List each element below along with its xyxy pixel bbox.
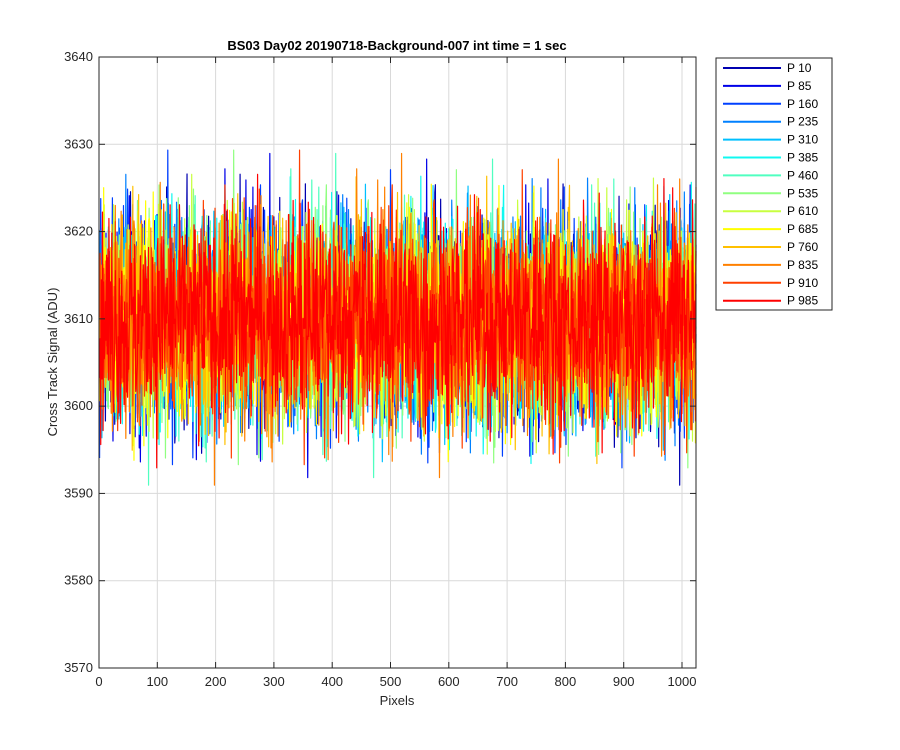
x-tick-label: 0 [95,674,102,689]
series-line [98,173,697,469]
legend-label: P 235 [787,115,818,129]
legend: P 10 P 85 P 160 P 235 P 310 P 385 P 460 P 535 P … [715,57,833,311]
axes-box [98,56,697,669]
x-axis-label: Pixels [380,693,415,708]
legend-label: P 160 [787,97,818,111]
legend-label: P 760 [787,240,818,254]
y-tick-label: 3600 [64,398,93,413]
y-tick-label: 3630 [64,136,93,151]
legend-label: P 535 [787,186,818,200]
x-tick-label: 800 [555,674,577,689]
x-tick-label: 900 [613,674,635,689]
legend-label: P 85 [787,79,812,93]
legend-label: P 685 [787,222,818,236]
y-tick-label: 3580 [64,573,93,588]
x-tick-label: 100 [146,674,168,689]
y-tick-label: 3590 [64,485,93,500]
x-tick-label: 700 [496,674,518,689]
x-tick-label: 600 [438,674,460,689]
x-tick-label: 400 [321,674,343,689]
x-tick-label: 1000 [668,674,697,689]
legend-label: P 985 [787,294,818,308]
legend-label: P 610 [787,204,818,218]
x-tick-label: 500 [380,674,402,689]
chart-title: BS03 Day02 20190718-Background-007 int t… [227,38,566,53]
legend-box [715,57,833,311]
y-tick-label: 3570 [64,660,93,675]
legend-label: P 385 [787,151,818,165]
y-tick-label: 3620 [64,224,93,239]
y-tick-label: 3640 [64,49,93,64]
x-tick-label: 200 [205,674,227,689]
series-layer [98,149,697,486]
y-axis-label: Cross Track Signal (ADU) [45,288,60,437]
legend-label: P 910 [787,276,818,290]
legend-label: P 835 [787,258,818,272]
legend-label: P 10 [787,61,812,75]
x-tick-label: 300 [263,674,285,689]
legend-label: P 460 [787,168,818,182]
y-tick-label: 3610 [64,311,93,326]
legend-label: P 310 [787,133,818,147]
ticks: 0 100 200 300 400 500 600 700 800 900 1000 3570 3580… [64,49,696,689]
